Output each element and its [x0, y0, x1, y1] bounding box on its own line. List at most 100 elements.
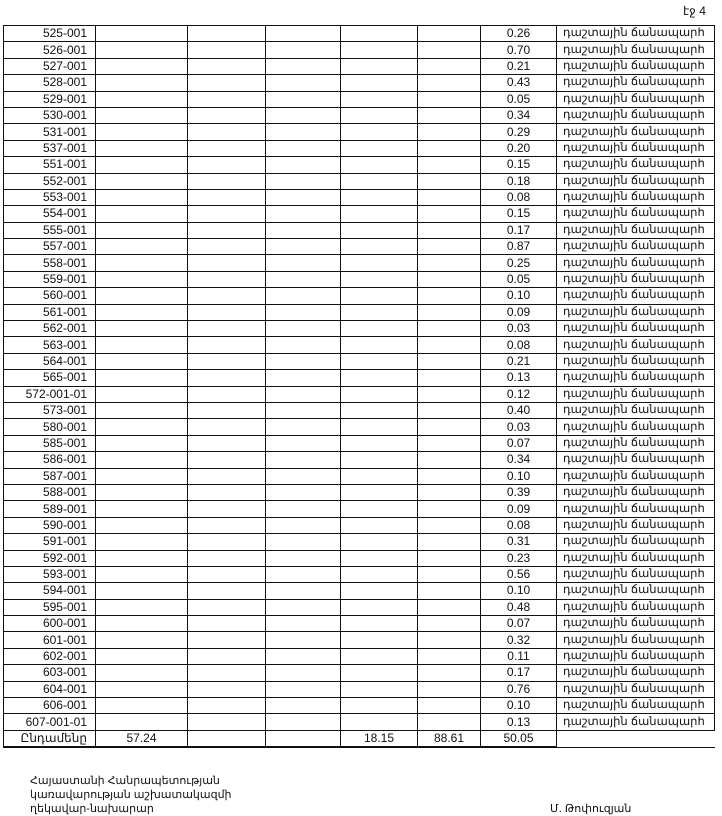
- parcel-code: 586-001: [3, 451, 96, 469]
- col2: [95, 483, 188, 502]
- table-row: 558-001 0.25 դաշտային ճանապարհ: [3, 254, 715, 272]
- parcel-purpose: դաշտային ճանապարհ: [556, 57, 715, 76]
- col6: [417, 664, 481, 682]
- parcel-purpose: դաշտային ճանապարհ: [556, 139, 715, 158]
- col5: [340, 713, 418, 731]
- table-row: 530-001 0.34 դաշտային ճանապարհ: [3, 106, 715, 125]
- table-row: 592-001 0.23 դաշտային ճանապարհ: [3, 549, 715, 567]
- col4: [265, 418, 341, 436]
- col4: [265, 549, 341, 567]
- parcel-purpose: դաշտային ճանապարհ: [556, 549, 715, 567]
- col5: [340, 221, 418, 240]
- parcel-code: 530-001: [3, 106, 96, 125]
- col6: [417, 631, 481, 649]
- parcel-purpose: դաշտային ճանապարհ: [556, 41, 715, 59]
- col2: [95, 221, 188, 240]
- parcel-purpose: դաշտային ճանապարհ: [556, 500, 715, 518]
- parcel-purpose: դաշտային ճանապարհ: [556, 467, 715, 485]
- col6: [417, 451, 481, 469]
- col6: [417, 123, 481, 141]
- col2: [95, 57, 188, 76]
- parcel-code: 603-001: [3, 664, 96, 682]
- table-row: 585-001 0.07 դաշտային ճանապարհ: [3, 434, 715, 453]
- col4: [265, 713, 341, 731]
- parcel-area: 0.08: [480, 516, 557, 535]
- parcel-area: 0.34: [480, 106, 557, 125]
- parcel-area: 0.20: [480, 139, 557, 158]
- col4: [265, 467, 341, 485]
- col5: [340, 483, 418, 502]
- col2: [95, 106, 188, 125]
- col3: [187, 549, 266, 567]
- table-row: 529-001 0.05 դաշտային ճանապարհ: [3, 90, 715, 108]
- parcel-area: 0.10: [480, 467, 557, 485]
- col2: [95, 434, 188, 453]
- parcel-code: 527-001: [3, 57, 96, 76]
- col6: [417, 680, 481, 699]
- total-row: Ընդամենը 57.24 18.15 88.61 50.05: [3, 729, 715, 749]
- total-col6: 88.61: [417, 729, 481, 749]
- col3: [187, 172, 266, 190]
- table-row: 531-001 0.29 դաշտային ճանապարհ: [3, 123, 715, 141]
- parcel-area: 0.07: [480, 434, 557, 453]
- col4: [265, 320, 341, 338]
- col5: [340, 418, 418, 436]
- col6: [417, 713, 481, 731]
- col5: [340, 270, 418, 289]
- col2: [95, 582, 188, 600]
- parcel-code: 554-001: [3, 205, 96, 223]
- col5: [340, 516, 418, 535]
- col4: [265, 287, 341, 305]
- parcel-area: 0.23: [480, 549, 557, 567]
- col2: [95, 516, 188, 535]
- col3: [187, 336, 266, 354]
- col3: [187, 287, 266, 305]
- col5: [340, 254, 418, 272]
- parcel-purpose: դաշտային ճանապարհ: [556, 352, 715, 371]
- col4: [265, 352, 341, 371]
- parcel-code: 585-001: [3, 434, 96, 453]
- col2: [95, 713, 188, 731]
- parcel-area: 0.34: [480, 451, 557, 469]
- col4: [265, 647, 341, 666]
- col6: [417, 516, 481, 535]
- position-line: Հայաստանի Հանրապետության: [30, 775, 220, 787]
- table-row: 552-001 0.18 դաշտային ճանապարհ: [3, 172, 715, 190]
- col5: [340, 680, 418, 699]
- parcel-purpose: դաշտային ճանապարհ: [556, 647, 715, 666]
- col6: [417, 549, 481, 567]
- table-row: 537-001 0.20 դաշտային ճանապարհ: [3, 139, 715, 158]
- land-parcel-table: 525-001 0.26 դաշտային ճանապարհ 526-001 0.70 դ…: [3, 24, 715, 749]
- col4: [265, 270, 341, 289]
- table-row: 557-001 0.87 դաշտային ճանապարհ: [3, 238, 715, 256]
- col6: [417, 254, 481, 272]
- col5: [340, 352, 418, 371]
- col6: [417, 24, 481, 43]
- col5: [340, 238, 418, 256]
- table-row: 551-001 0.15 դաշտային ճանապարհ: [3, 156, 715, 174]
- col6: [417, 533, 481, 551]
- parcel-code: 560-001: [3, 287, 96, 305]
- col2: [95, 205, 188, 223]
- col3: [187, 483, 266, 502]
- parcel-code: 558-001: [3, 254, 96, 272]
- col4: [265, 582, 341, 600]
- parcel-purpose: դաշտային ճանապարհ: [556, 287, 715, 305]
- col2: [95, 615, 188, 633]
- table-row: 562-001 0.03 դաշտային ճանապարհ: [3, 320, 715, 338]
- col2: [95, 270, 188, 289]
- parcel-purpose: դաշտային ճանապարհ: [556, 434, 715, 453]
- col4: [265, 156, 341, 174]
- col4: [265, 697, 341, 715]
- table-row: 565-001 0.13 դաշտային ճանապարհ: [3, 369, 715, 387]
- col4: [265, 516, 341, 535]
- col6: [417, 615, 481, 633]
- col4: [265, 24, 341, 43]
- col2: [95, 287, 188, 305]
- parcel-area: 0.11: [480, 647, 557, 666]
- col4: [265, 483, 341, 502]
- col5: [340, 24, 418, 43]
- col3: [187, 697, 266, 715]
- parcel-purpose: դաշտային ճանապարհ: [556, 320, 715, 338]
- col5: [340, 156, 418, 174]
